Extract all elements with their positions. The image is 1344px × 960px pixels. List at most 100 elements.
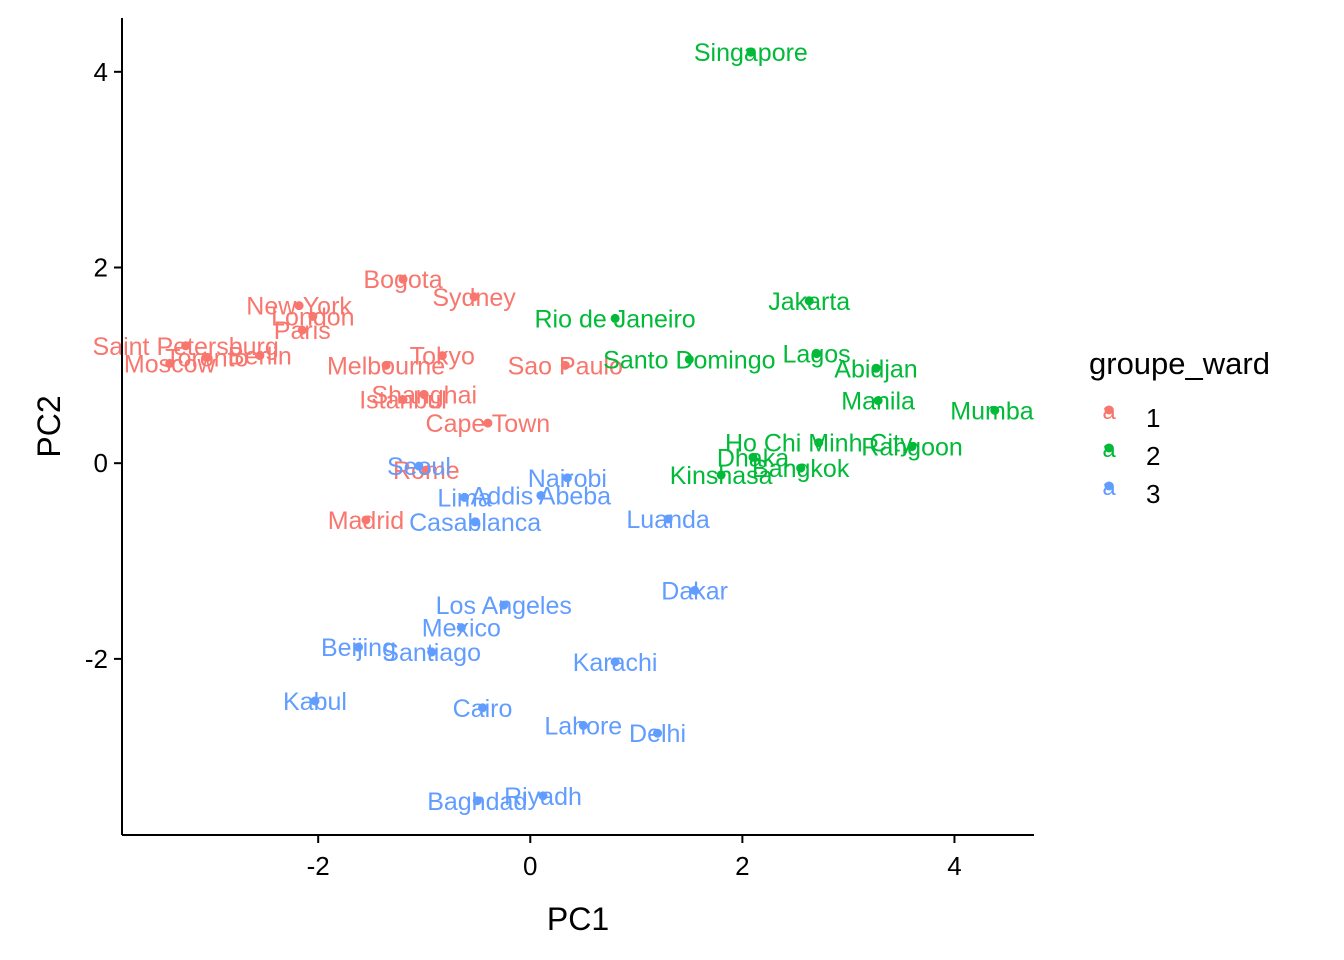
point-label: Kinshasa <box>670 462 773 490</box>
point-label: Casablanca <box>409 509 541 537</box>
point-label: Berlin <box>228 343 292 371</box>
data-point <box>310 696 320 706</box>
point-label: Cairo <box>453 695 513 723</box>
x-axis-title: PC1 <box>547 901 609 937</box>
data-point <box>746 47 756 57</box>
point-label: Santiago <box>382 639 481 667</box>
data-point <box>460 492 470 502</box>
point-label: Saint Petersburg <box>93 333 279 361</box>
data-point <box>748 452 758 462</box>
data-point <box>419 390 429 400</box>
point-label: Lima <box>437 484 491 512</box>
point-label: Dakar <box>661 577 728 605</box>
point-label: Luanda <box>626 506 710 534</box>
point-label: Baghdad <box>427 788 527 816</box>
x-tick-label: 4 <box>947 851 961 881</box>
data-point <box>437 351 447 361</box>
point-label: Melbourne <box>327 352 445 380</box>
data-point <box>538 791 548 801</box>
point-label: Karachi <box>573 649 658 677</box>
data-point <box>456 623 466 633</box>
point-label: Tokyo <box>410 343 475 371</box>
point-label: Moscow <box>124 350 217 378</box>
y-tick-label: 4 <box>94 57 108 87</box>
legend-key-glyph: a <box>1102 436 1116 463</box>
data-point <box>873 396 883 406</box>
legend-entry-label: 3 <box>1146 479 1160 509</box>
axes: -2 0 2 4 -2 0 2 4 <box>85 18 1034 881</box>
point-label: Bangkok <box>752 455 850 483</box>
data-point <box>562 473 572 483</box>
legend-title: groupe_ward <box>1089 346 1270 381</box>
data-point <box>353 642 363 652</box>
data-point <box>470 517 480 527</box>
data-point <box>202 353 212 363</box>
point-label: Riyadh <box>504 783 582 811</box>
data-point <box>684 354 694 364</box>
data-point <box>421 465 431 475</box>
point-label: Beijing <box>321 634 396 662</box>
y-axis-title: PC2 <box>31 395 67 457</box>
series-group-2: Singapore Jakarta Rio de Janeiro Santo Domi… <box>535 39 1039 490</box>
point-label: Ho Chi Minh City <box>725 430 913 458</box>
point-label: Rio de Janeiro <box>535 305 696 333</box>
data-point <box>414 461 424 471</box>
point-label: Addis Abeba <box>471 482 611 510</box>
point-label: Paris <box>274 317 331 345</box>
data-point <box>381 360 391 370</box>
data-point <box>398 274 408 284</box>
data-point <box>478 703 488 713</box>
data-point <box>814 438 824 448</box>
data-point <box>297 325 307 335</box>
data-point <box>469 292 479 302</box>
data-point <box>690 585 700 595</box>
point-label: Kabul <box>283 688 347 716</box>
point-label: Seoul <box>387 453 451 481</box>
data-point <box>990 405 1000 415</box>
data-point <box>427 647 437 657</box>
data-point <box>804 296 814 306</box>
data-point <box>255 351 265 361</box>
point-label: Delhi <box>629 720 686 748</box>
data-point <box>716 470 726 480</box>
point-label: Jakarta <box>768 288 850 316</box>
y-tick-label: 0 <box>94 448 108 478</box>
data-point <box>560 360 570 370</box>
legend-key-point <box>1104 481 1114 491</box>
data-point <box>812 349 822 359</box>
data-point <box>907 442 917 452</box>
data-point <box>610 313 620 323</box>
point-label: Istanbul <box>359 387 447 415</box>
data-point <box>578 720 588 730</box>
data-point <box>165 358 175 368</box>
x-tick-label: 0 <box>523 851 537 881</box>
data-point <box>796 463 806 473</box>
y-tick-label: 2 <box>94 253 108 283</box>
data-point <box>398 395 408 405</box>
point-label: Santo Domingo <box>603 346 775 374</box>
point-label: Dhaka <box>717 444 789 472</box>
point-label: Mexico <box>422 615 501 643</box>
point-label: Los Angeles <box>436 592 572 620</box>
legend-key-point <box>1104 443 1114 453</box>
data-point <box>871 363 881 373</box>
data-point <box>536 490 546 500</box>
data-point <box>610 657 620 667</box>
point-label: Sydney <box>432 284 516 312</box>
point-label: Madrid <box>328 507 404 535</box>
point-label: Rangoon <box>861 434 962 462</box>
point-label: Lagos <box>783 341 851 369</box>
point-label: New York <box>246 293 352 321</box>
point-label: Singapore <box>694 39 808 67</box>
legend-key-glyph: a <box>1102 474 1116 501</box>
point-label: Toronto <box>165 345 248 373</box>
point-label: Mumbai <box>950 397 1039 425</box>
point-label: London <box>271 303 354 331</box>
data-point <box>294 301 304 311</box>
legend-entry-label: 1 <box>1146 403 1160 433</box>
legend-key-point <box>1104 405 1114 415</box>
